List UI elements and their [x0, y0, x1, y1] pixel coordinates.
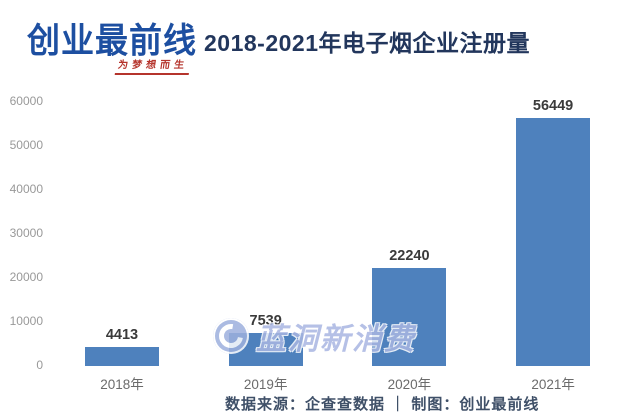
bar-2020年 — [372, 268, 447, 366]
bar-2019年 — [228, 332, 303, 366]
bar-value-label: 7539 — [249, 312, 282, 329]
x-axis-tick-label: 2018年 — [100, 377, 144, 392]
y-axis-tick-label: 0 — [36, 358, 43, 372]
site-logo: 创业最前线 — [27, 21, 197, 61]
x-axis-tick-label: 2019年 — [243, 377, 288, 392]
x-axis-tick-label: 2020年 — [387, 377, 432, 392]
y-axis-tick-label: 30000 — [9, 226, 43, 240]
y-axis-tick-label: 50000 — [9, 138, 43, 152]
bar-2021年 — [516, 117, 591, 366]
bar-2018年 — [85, 346, 159, 366]
y-axis-tick-label: 40000 — [9, 182, 43, 196]
y-axis-tick-label: 60000 — [9, 94, 43, 108]
bar-value-label: 22240 — [389, 248, 430, 265]
source-note: 数据来源：企查查数据 ｜ 制图：创业最前线 — [225, 396, 540, 413]
y-axis-tick-label: 20000 — [9, 270, 43, 284]
bar-value-label: 56449 — [532, 97, 574, 114]
x-axis-tick-label: 2021年 — [531, 377, 575, 392]
bar-value-label: 4413 — [105, 326, 139, 343]
y-axis-tick-label: 10000 — [9, 314, 43, 328]
chart-title: 2018-2021年电子烟企业注册量 — [204, 30, 530, 56]
